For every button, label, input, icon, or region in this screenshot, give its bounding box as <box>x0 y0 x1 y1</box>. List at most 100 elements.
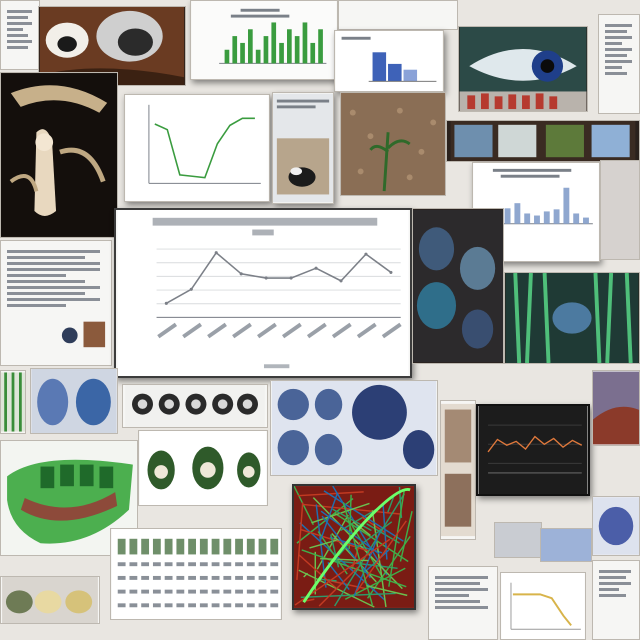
table-cell <box>188 562 196 567</box>
table-cell <box>129 603 138 608</box>
right-bar <box>543 211 550 224</box>
network-edge <box>330 534 340 568</box>
right-bar <box>583 217 589 224</box>
category-tick-mark <box>281 322 302 339</box>
network-edge <box>323 490 404 542</box>
network-edge <box>354 521 393 550</box>
table-cell <box>270 603 279 608</box>
blue-cell-photos <box>30 368 118 434</box>
network-edge <box>312 497 403 590</box>
table-cell <box>258 562 267 567</box>
right-bar <box>534 215 540 224</box>
top-bar <box>287 29 292 64</box>
dark-line-chart <box>476 404 590 496</box>
table-cell <box>176 575 185 580</box>
table-cell <box>270 589 279 594</box>
table-cell <box>164 603 173 608</box>
network-edge <box>317 531 348 575</box>
network-edge <box>353 528 382 597</box>
top-bar <box>271 22 277 64</box>
table-cell <box>176 603 185 608</box>
table-cell <box>129 562 138 567</box>
right-bar <box>524 213 531 224</box>
network-edge <box>297 491 364 497</box>
main-series-point <box>239 272 243 276</box>
main-series-point <box>264 276 268 280</box>
table-cell <box>235 562 243 567</box>
table-cell <box>176 589 185 594</box>
network-edge <box>296 502 304 580</box>
blank-page <box>338 0 458 30</box>
top-bar <box>310 42 316 64</box>
table-cell <box>211 603 220 608</box>
category-tick-mark <box>306 322 327 339</box>
aquatic-photo-strip <box>446 120 640 162</box>
top-bar <box>318 29 323 64</box>
table-cell <box>223 575 232 580</box>
yellow-line-chart <box>500 572 586 640</box>
top-bar <box>263 36 269 64</box>
table-header-cell <box>270 538 279 555</box>
text-document <box>0 240 112 366</box>
table-cell <box>117 575 126 580</box>
network-edge <box>333 559 398 570</box>
network-edge <box>342 502 374 606</box>
category-tick-mark <box>182 322 203 339</box>
text-document-bottom <box>428 566 498 640</box>
category-tick-mark <box>381 322 402 339</box>
main-series-point <box>364 252 368 256</box>
table-cell <box>129 575 138 580</box>
small-line-chart <box>124 94 270 202</box>
network-edge <box>352 521 371 536</box>
algae-photo <box>504 272 640 364</box>
table-cell <box>211 575 220 580</box>
table-cell <box>258 603 267 608</box>
table-header-cell <box>258 538 267 555</box>
object-photos <box>0 576 100 624</box>
network-heatmap-image <box>292 484 416 610</box>
category-tick-mark <box>207 322 227 339</box>
blue-bar-chart <box>334 30 444 92</box>
right-bar <box>504 208 511 224</box>
table-cell <box>141 575 150 580</box>
plant-soil-photo <box>340 92 446 196</box>
table-cell <box>117 562 126 567</box>
data-table-image <box>110 528 282 620</box>
table-cell <box>199 575 208 580</box>
document-thumbnail <box>0 0 40 70</box>
table-cell <box>188 575 196 580</box>
table-header-cell <box>246 538 255 555</box>
table-header-cell <box>176 538 185 555</box>
table-cell <box>117 603 126 608</box>
network-edge <box>298 554 337 589</box>
table-header-cell <box>129 538 138 555</box>
main-series-line <box>165 251 392 305</box>
network-edge <box>366 523 400 544</box>
brown-texture-photos <box>440 400 476 540</box>
network-edge <box>318 566 359 607</box>
top-bar <box>255 49 261 64</box>
table-cell <box>223 562 232 567</box>
main-series-point <box>314 266 318 270</box>
network-edge <box>387 496 395 513</box>
network-edge <box>301 549 407 588</box>
table-header-cell <box>152 538 161 555</box>
category-tick-mark <box>157 322 178 339</box>
table-cell <box>199 562 208 567</box>
table-cell <box>211 589 220 594</box>
table-cell <box>246 575 255 580</box>
eye-photo <box>458 26 588 112</box>
table-cell <box>258 589 267 594</box>
network-edge <box>366 585 408 597</box>
network-edge <box>355 520 407 593</box>
right-bar <box>563 187 570 224</box>
table-cell <box>235 575 243 580</box>
blue-blob-photo <box>592 496 640 556</box>
table-cell <box>246 589 255 594</box>
main-series-point <box>189 287 193 291</box>
table-cell <box>235 603 243 608</box>
table-cell <box>141 603 150 608</box>
table-cell <box>270 562 279 567</box>
table-header-cell <box>235 538 243 555</box>
